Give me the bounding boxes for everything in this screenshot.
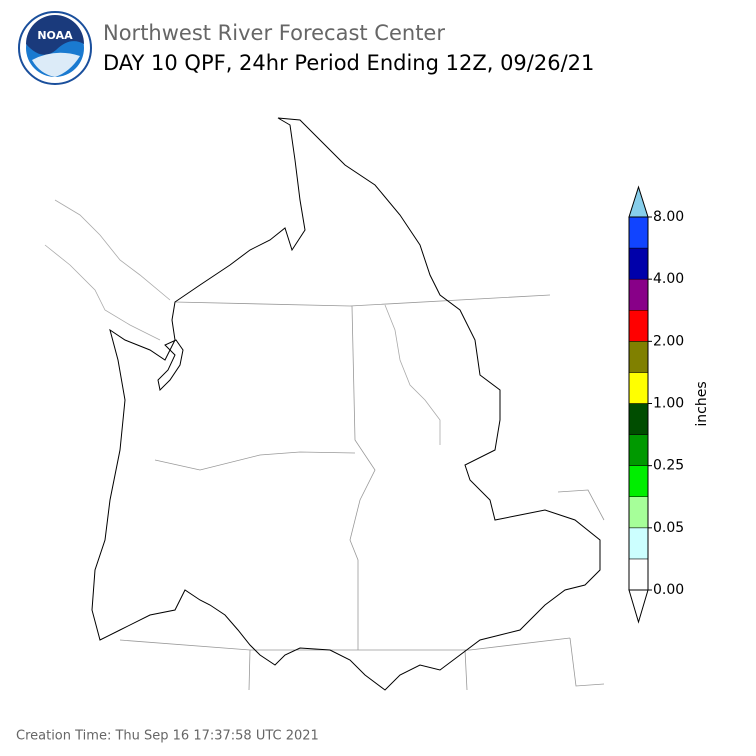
colorbar: 0.00 0.05 0.25 1.00 2.00 4.00 8.00 bbox=[628, 185, 684, 624]
colorbar-over bbox=[628, 185, 649, 218]
basin-outline bbox=[91, 117, 601, 691]
map bbox=[44, 117, 605, 691]
noaa-logo: NOAA bbox=[18, 11, 92, 85]
water-features bbox=[44, 199, 441, 445]
colorbar-tick-label: 0.25 bbox=[653, 458, 684, 474]
colorbar-segment bbox=[628, 558, 649, 591]
colorbar-segment bbox=[628, 527, 649, 560]
colorbar-tick-label: 1.00 bbox=[653, 396, 684, 412]
colorbar-segment bbox=[628, 465, 649, 497]
colorbar-tick-label: 4.00 bbox=[653, 271, 684, 287]
colorbar-segment bbox=[628, 372, 649, 404]
colorbar-segment bbox=[628, 216, 649, 249]
state-borders bbox=[119, 294, 605, 691]
logo-text: NOAA bbox=[37, 29, 73, 42]
colorbar-segment bbox=[628, 310, 649, 342]
colorbar-segment bbox=[628, 278, 649, 311]
colorbar-under bbox=[628, 589, 649, 624]
colorbar-segment bbox=[628, 496, 649, 529]
colorbar-segment bbox=[628, 247, 649, 280]
colorbar-tick-label: 0.05 bbox=[653, 520, 684, 536]
colorbar-tick-label: 8.00 bbox=[653, 209, 684, 225]
colorbar-tick-label: 2.00 bbox=[653, 333, 684, 349]
puget-sound bbox=[157, 339, 184, 392]
legend-label: inches bbox=[694, 381, 710, 426]
colorbar-segment bbox=[628, 341, 649, 373]
colorbar-segment bbox=[628, 434, 649, 466]
colorbar-segment bbox=[628, 403, 649, 435]
subtitle: DAY 10 QPF, 24hr Period Ending 12Z, 09/2… bbox=[103, 51, 594, 75]
creation-time: Creation Time: Thu Sep 16 17:37:58 UTC 2… bbox=[16, 729, 319, 744]
colorbar-tick-label: 0.00 bbox=[653, 582, 684, 598]
title: Northwest River Forecast Center bbox=[103, 21, 445, 45]
